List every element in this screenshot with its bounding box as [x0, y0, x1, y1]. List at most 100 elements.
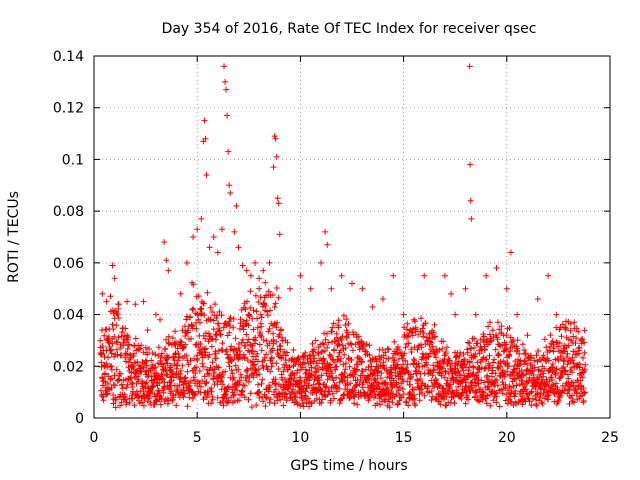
data-point: [545, 272, 552, 279]
data-point: [251, 259, 258, 266]
x-tick-label: 25: [601, 430, 619, 446]
data-point: [274, 195, 281, 202]
data-point: [324, 241, 331, 248]
data-point: [144, 327, 151, 334]
y-tick-label: 0.1: [62, 152, 84, 168]
data-point: [557, 324, 564, 331]
data-point: [124, 298, 131, 305]
data-point: [431, 321, 438, 328]
x-tick-label: 15: [395, 430, 413, 446]
data-point: [256, 275, 263, 282]
data-point: [503, 285, 510, 292]
data-point: [576, 347, 583, 354]
data-point: [177, 290, 184, 297]
data-point: [328, 285, 335, 292]
data-point: [369, 303, 376, 310]
data-point: [132, 301, 139, 308]
data-point: [210, 234, 217, 240]
grid: [94, 56, 610, 418]
y-tick-label: 0.14: [53, 49, 84, 65]
data-point: [221, 63, 228, 70]
data-point: [161, 239, 168, 246]
data-point: [524, 332, 531, 339]
data-point: [198, 215, 205, 222]
data-point: [103, 298, 110, 305]
data-point: [214, 249, 221, 256]
data-point: [111, 275, 118, 282]
data-point: [493, 265, 500, 272]
y-tick-label: 0.08: [53, 204, 84, 220]
data-point: [203, 171, 210, 178]
data-point: [223, 86, 230, 93]
data-point: [390, 272, 397, 279]
data-point: [115, 301, 122, 308]
y-tick-label: 0.06: [53, 256, 84, 272]
data-point: [322, 228, 329, 235]
data-point: [467, 161, 474, 168]
data-point: [297, 272, 304, 279]
data-point: [468, 215, 475, 222]
dense-data-band: [97, 279, 589, 411]
data-point: [272, 135, 279, 142]
data-point: [163, 257, 170, 264]
data-point: [165, 267, 172, 274]
data-point: [338, 272, 345, 279]
data-point: [462, 285, 469, 292]
data-point: [467, 197, 474, 204]
data-point: [276, 231, 283, 238]
x-axis-ticks: 0 5 10 15 20 25: [90, 56, 619, 446]
x-axis-label: GPS time / hours: [290, 458, 407, 474]
data-point: [273, 153, 280, 160]
data-point: [553, 311, 560, 318]
dense-point-cloud: [97, 279, 589, 411]
data-point: [318, 259, 325, 266]
data-point: [441, 272, 448, 279]
data-point: [400, 311, 407, 318]
data-point: [466, 63, 473, 70]
data-point: [565, 342, 572, 349]
data-point: [379, 296, 386, 303]
x-tick-label: 10: [291, 430, 309, 446]
plot-frame: [93, 55, 611, 419]
data-point: [233, 202, 240, 209]
data-point: [349, 280, 355, 287]
data-point: [152, 311, 159, 318]
y-axis-label: ROTI / TECUs: [6, 191, 22, 283]
y-axis-ticks: 0 0.02 0.04 0.06 0.08 0.1 0.12 0.14: [53, 49, 610, 427]
data-point: [99, 290, 106, 297]
data-points: [99, 63, 583, 354]
data-point: [206, 244, 213, 251]
y-tick-label: 0: [75, 411, 84, 427]
data-point: [190, 234, 197, 240]
data-point: [534, 296, 541, 303]
data-point: [359, 285, 366, 292]
data-point: [235, 244, 242, 251]
data-point: [448, 290, 455, 297]
data-point: [452, 311, 459, 318]
data-point: [307, 285, 314, 292]
data-point: [226, 182, 233, 189]
data-point: [287, 285, 294, 292]
data-point: [109, 262, 116, 269]
data-point: [183, 259, 190, 266]
data-point: [260, 267, 267, 274]
data-point: [140, 298, 147, 305]
data-point: [222, 78, 229, 85]
data-point: [472, 311, 479, 318]
data-point: [201, 117, 208, 124]
y-tick-label: 0.12: [53, 101, 84, 117]
y-tick-label: 0.02: [53, 359, 84, 375]
x-tick-label: 0: [90, 430, 99, 446]
x-tick-label: 20: [498, 430, 516, 446]
data-point: [275, 200, 282, 207]
data-point: [231, 228, 238, 235]
data-point: [224, 112, 231, 119]
chart-title: Day 354 of 2016, Rate Of TEC Index for r…: [162, 21, 537, 37]
data-point: [514, 311, 521, 318]
data-point: [270, 164, 277, 171]
y-tick-label: 0.04: [53, 308, 84, 324]
data-point: [227, 190, 234, 197]
data-point: [410, 316, 417, 323]
data-point: [194, 226, 201, 233]
